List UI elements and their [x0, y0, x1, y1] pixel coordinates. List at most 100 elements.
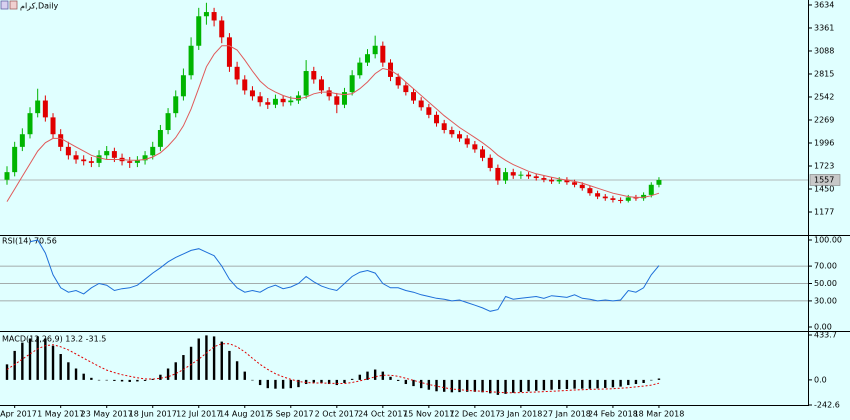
- candle-body: [349, 75, 355, 93]
- candle-body: [173, 96, 179, 114]
- macd-bar: [389, 376, 392, 380]
- macd-bar: [404, 379, 408, 385]
- macd-bar: [90, 377, 93, 380]
- macd-bar: [5, 364, 9, 380]
- macd-bar: [28, 338, 32, 380]
- macd-bar: [220, 341, 223, 380]
- candle-body: [418, 100, 424, 108]
- candle-body: [203, 12, 209, 17]
- candle-body: [127, 161, 133, 163]
- rsi-title: RSI(14) 70.56: [2, 237, 57, 246]
- candle-body: [595, 193, 601, 197]
- last-price-label: 1557: [814, 175, 834, 184]
- macd-bar: [450, 379, 454, 393]
- macd-bar: [136, 379, 139, 382]
- macd-bar: [642, 379, 645, 383]
- x-tick-label: 2 Oct 2017: [315, 410, 359, 419]
- y-tick-label: 3088: [814, 46, 834, 55]
- candle-body: [572, 182, 578, 185]
- candle-body: [58, 134, 64, 147]
- y-tick-label: 100.00: [814, 236, 842, 245]
- macd-bar: [143, 379, 147, 381]
- macd-bar: [166, 368, 170, 380]
- macd-bar: [266, 379, 269, 389]
- macd-bar: [473, 379, 477, 392]
- macd-bar: [174, 362, 177, 380]
- moving-average: [6, 45, 660, 202]
- candle-body: [272, 98, 278, 105]
- macd-bar: [297, 379, 300, 388]
- macd-bar: [573, 379, 576, 389]
- candle-body: [288, 100, 294, 103]
- last-price-box: [809, 174, 841, 186]
- candle-body: [602, 196, 608, 199]
- x-tick-label: 18 Mar 2018: [634, 410, 685, 419]
- candle-body: [510, 172, 516, 176]
- macd-bar: [189, 346, 193, 380]
- candle-body: [81, 159, 87, 162]
- macd-bar: [611, 379, 615, 388]
- candle-body: [641, 194, 647, 199]
- candle-body: [19, 134, 25, 147]
- macd-bar: [504, 379, 507, 394]
- x-tick-label: 6 Apr 2017: [0, 410, 37, 419]
- macd-bar: [212, 336, 216, 380]
- macd-bar: [466, 379, 469, 392]
- candle-body: [35, 100, 41, 114]
- macd-bar: [634, 379, 638, 385]
- candle-body: [157, 130, 163, 147]
- candle-body: [533, 176, 539, 179]
- macd-bar: [627, 379, 630, 386]
- candle-body: [180, 75, 186, 97]
- macd-bar: [21, 342, 24, 380]
- macd-bar: [36, 336, 39, 380]
- macd-bar: [373, 369, 377, 380]
- candle-body: [326, 90, 332, 97]
- candle-body: [357, 62, 363, 76]
- candle-body: [518, 174, 524, 176]
- candle-body: [526, 174, 532, 177]
- candle-body: [464, 138, 470, 145]
- macd-bar: [442, 379, 446, 392]
- macd-bar: [274, 379, 277, 389]
- macd-bar: [128, 379, 131, 382]
- candle-body: [633, 197, 639, 199]
- candle-body: [434, 114, 440, 124]
- candle-body: [495, 167, 501, 181]
- candle-body: [104, 151, 110, 156]
- y-tick-label: 30.00: [814, 296, 837, 305]
- macd-bar: [335, 379, 339, 386]
- x-tick-label: 5 Sep 2017: [268, 410, 314, 419]
- macd-bar: [228, 350, 231, 380]
- macd-bar: [350, 378, 354, 380]
- y-tick-label: 0.00: [814, 322, 832, 331]
- candle-body: [226, 37, 232, 67]
- x-tick-label: 12 Dec 2017: [449, 410, 500, 419]
- macd-bar: [304, 379, 308, 385]
- y-tick-label: 0.0: [814, 375, 827, 384]
- x-tick-label: 15 Nov 2017: [403, 410, 454, 419]
- candle-body: [4, 172, 10, 180]
- macd-bar: [74, 368, 78, 380]
- candle-body: [364, 54, 370, 63]
- candle-body: [579, 184, 585, 189]
- macd-bar: [258, 379, 262, 386]
- y-tick-label: 2815: [814, 69, 834, 78]
- macd-bar: [289, 379, 292, 389]
- y-tick-label: 1996: [814, 138, 834, 147]
- macd-bar: [358, 374, 362, 380]
- candle-body: [472, 144, 478, 150]
- candle-body: [211, 12, 217, 21]
- candle-body: [12, 146, 18, 173]
- macd-bar: [604, 379, 607, 388]
- candle-body: [395, 76, 401, 86]
- candle-body: [656, 179, 662, 185]
- candle-body: [441, 123, 447, 131]
- candle-body: [303, 71, 309, 96]
- y-tick-label: -242.6: [814, 401, 840, 410]
- candle-body: [380, 45, 386, 63]
- chart-title: كرام,Daily: [20, 2, 58, 11]
- candle-body: [111, 151, 117, 158]
- macd-bar: [435, 379, 438, 392]
- macd-bar: [51, 345, 55, 380]
